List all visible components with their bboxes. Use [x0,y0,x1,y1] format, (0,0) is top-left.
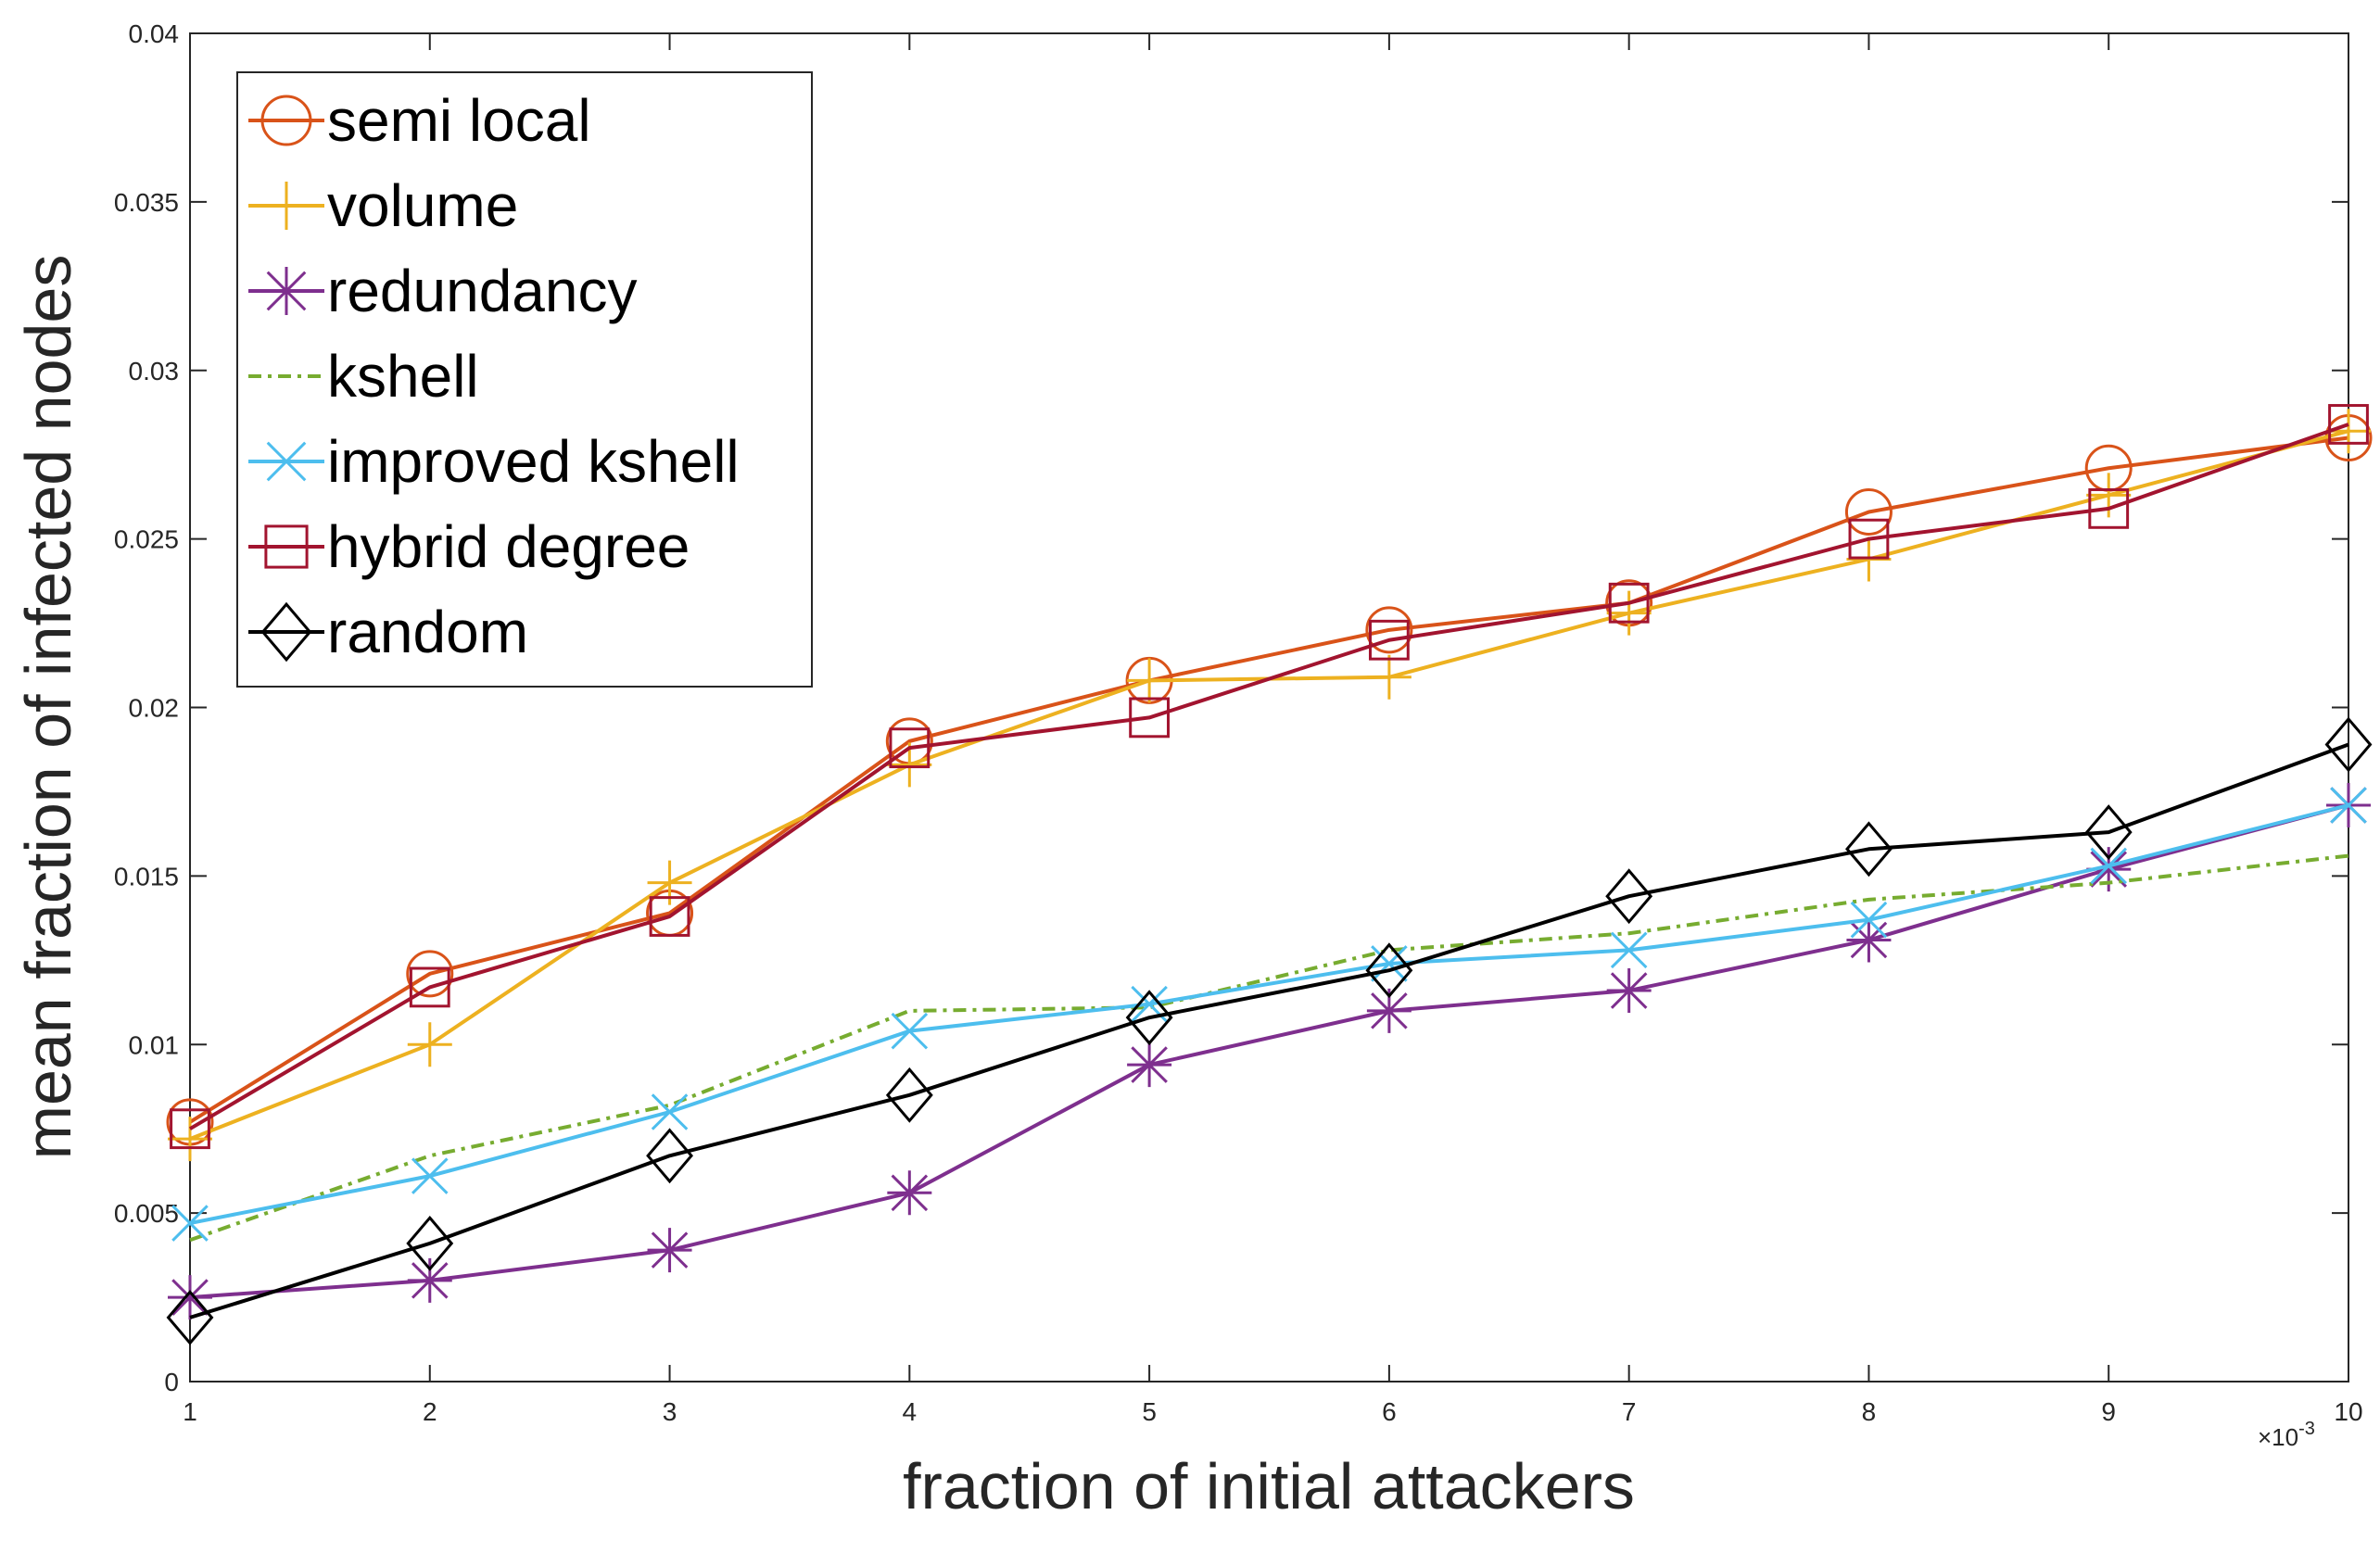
data-point-hybrid-degree [1608,582,1650,624]
x-tick-label: 5 [1142,1397,1157,1426]
x-tick-label: 9 [2101,1397,2116,1426]
data-point-improved-kshell [891,1012,929,1050]
x-exponent-label: ×10-3 [2258,1419,2315,1451]
data-point-random [646,1128,693,1184]
legend-marker-hybrid-degree [264,524,309,569]
data-point-redundancy [2086,847,2132,892]
series-line-hybrid-degree [188,423,2349,1130]
data-point-hybrid-degree [649,896,690,937]
series-hybrid-degree [170,404,2369,1150]
y-tick-label: 0.035 [114,188,179,217]
data-point-volume [1127,658,1172,703]
y-tick-label: 0.03 [129,357,180,385]
y-tick-label: 0.025 [114,525,179,554]
data-point-random [2084,804,2133,861]
legend-box [236,71,813,688]
data-point-improved-kshell [2090,847,2128,885]
data-point-random [406,1215,454,1271]
series-line-redundancy [189,803,2349,1300]
data-point-improved-kshell [411,1157,449,1194]
series-improved-kshell [171,787,2367,1242]
y-tick-label: 0.01 [129,1030,180,1059]
x-tick-label: 3 [663,1397,677,1426]
data-point-improved-kshell [171,1205,209,1242]
series-random [166,716,2373,1345]
data-point-random [166,1289,214,1345]
data-point-volume [1366,654,1412,700]
data-point-semi-local [1844,488,1893,537]
legend-marker-redundancy [262,267,310,315]
series-line-random [189,742,2349,1319]
data-point-hybrid-degree [1129,697,1171,739]
data-point-redundancy [1127,1042,1172,1088]
legend-marker-random [260,601,312,663]
x-exponent-power: -3 [2298,1419,2315,1439]
data-point-semi-local [406,950,454,998]
legend-marker-volume [262,182,310,230]
data-point-volume [168,1117,212,1162]
x-tick-label: 4 [903,1397,918,1426]
x-tick-label: 6 [1382,1397,1397,1426]
data-point-random [2324,716,2373,773]
data-point-redundancy [647,1228,692,1273]
data-point-redundancy [1846,917,1892,963]
data-point-hybrid-degree [2088,487,2130,529]
x-tick-label: 10 [2334,1397,2362,1426]
data-point-random [1365,942,1413,999]
data-point-random [885,1067,933,1123]
data-point-hybrid-degree [2328,404,2369,445]
data-point-improved-kshell [1371,945,1408,982]
data-point-hybrid-degree [170,1108,210,1150]
data-point-random [1605,868,1653,925]
y-tick-label: 0.04 [129,19,180,48]
y-tick-label: 0.005 [114,1199,179,1228]
legend-label-kshell: kshell [327,343,479,410]
data-point-hybrid-degree [409,966,450,1008]
y-tick-label: 0.015 [114,862,179,890]
data-point-redundancy [407,1257,452,1303]
data-series [166,404,2373,1345]
legend-label-random: random [327,599,528,665]
data-point-hybrid-degree [1368,619,1410,661]
data-point-hybrid-degree [1848,518,1890,560]
data-point-random [1125,990,1173,1046]
data-point-semi-local [1365,606,1413,654]
legend: semi local volume redundancy kshell improved… [236,71,813,688]
data-point-improved-kshell [651,1093,689,1130]
legend-label-redundancy: redundancy [327,258,637,324]
axis-ticks: 1 2 3 4 5 6 7 8 9 10 0 0.005 0.01 0.015 0.02 0.025 0.03 0… [114,19,2363,1426]
data-point-redundancy [168,1275,212,1320]
data-point-random [1845,821,1893,878]
data-point-volume [1606,590,1652,636]
data-point-improved-kshell [1610,931,1648,969]
legend-label-volume: volume [327,172,518,239]
x-tick-label: 1 [183,1397,197,1426]
x-tick-label: 2 [423,1397,437,1426]
series-line-semi-local [188,436,2349,1124]
data-point-redundancy [1366,988,1412,1033]
legend-marker-semi-local [260,95,312,146]
x-tick-label: 7 [1622,1397,1637,1426]
y-axis-title: mean fraction of infected nodes [12,255,84,1160]
x-axis-title: fraction of initial attackers [903,1450,1635,1522]
data-point-improved-kshell [1850,901,1888,939]
legend-label-improved-kshell: improved kshell [327,428,740,495]
data-point-improved-kshell [2330,787,2367,824]
series-line-improved-kshell [189,803,2349,1225]
legend-label-semi-local: semi local [327,87,591,154]
data-point-redundancy [887,1170,932,1216]
legend-marker-improved-kshell [266,441,307,482]
y-tick-label: 0.02 [129,694,180,723]
data-point-volume [407,1022,452,1067]
x-tick-label: 8 [1862,1397,1877,1426]
y-tick-label: 0 [164,1368,179,1396]
legend-label-hybrid-degree: hybrid degree [327,513,690,580]
data-point-redundancy [1606,968,1652,1014]
data-point-hybrid-degree [889,727,930,769]
